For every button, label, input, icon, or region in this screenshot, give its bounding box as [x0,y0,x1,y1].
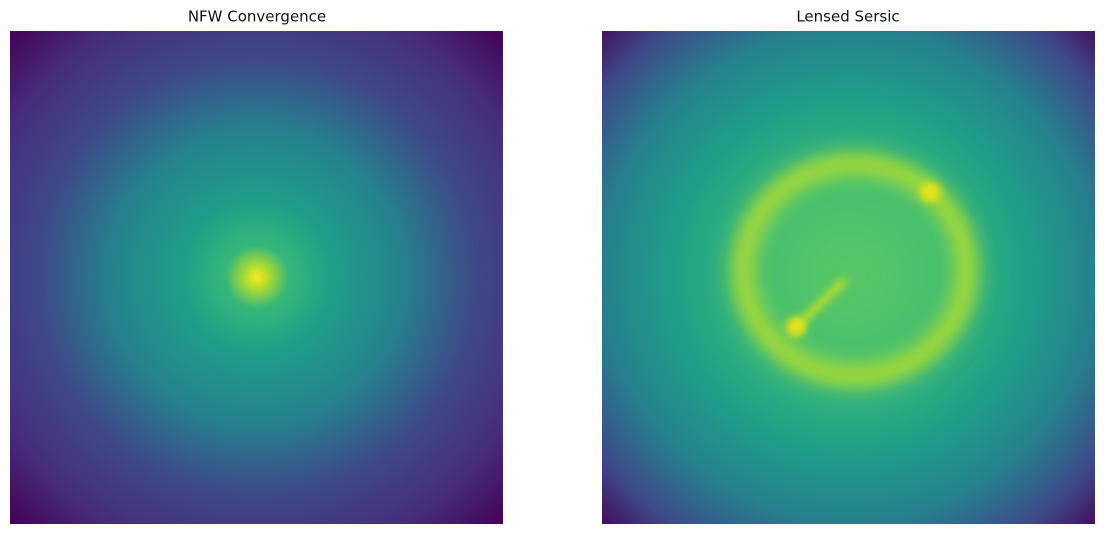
panel-title: NFW Convergence [188,8,326,26]
panel: Lensed Sersic [602,8,1095,524]
panel-title: Lensed Sersic [796,8,899,26]
panel: NFW Convergence [10,8,503,524]
image [602,31,1095,524]
image [10,31,503,524]
